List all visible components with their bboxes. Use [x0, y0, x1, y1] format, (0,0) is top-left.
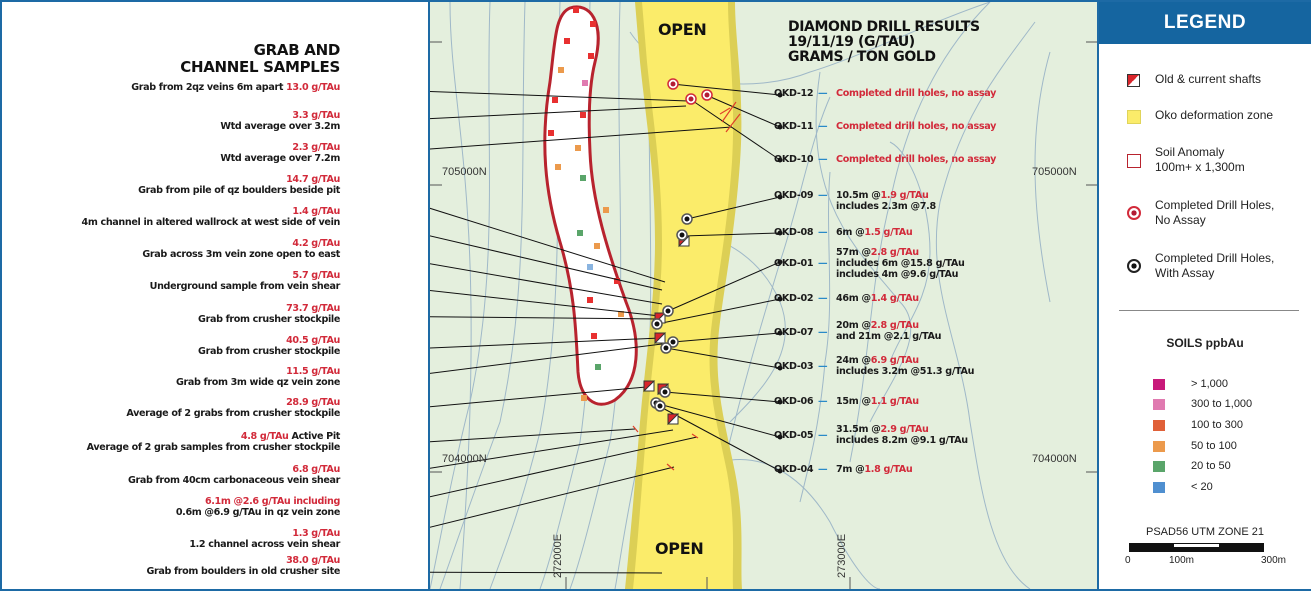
grab-channel-panel: GRAB AND CHANNEL SAMPLES Grab from 2qz v… [2, 2, 428, 589]
scale-label-mid: 100m [1169, 555, 1195, 566]
legend-panel: LEGEND Old & current shafts Oko deformat… [1097, 2, 1311, 589]
drill-result-okd-05[interactable]: OKD-05 —31.5m @2.9 g/TAu includes 8.2m @9.… [774, 424, 968, 446]
sample-label: 14.7 g/TAu Grab from pile of qz boulders … [138, 174, 340, 196]
open-label-top: OPEN [658, 20, 707, 39]
soil-swatch [1153, 461, 1165, 472]
scale-label-end: 300m [1261, 555, 1287, 566]
scale-label-zero: 0 [1125, 555, 1131, 566]
drill-result-okd-06[interactable]: OKD-06—15m @1.1 g/TAu [774, 396, 919, 407]
sample-label: 6.1m @2.6 g/TAu including 0.6m @6.9 g/TAu… [175, 496, 341, 518]
sample-label: 2.3 g/TAu Wtd average over 7.2m [220, 142, 340, 164]
legend-divider [1119, 310, 1299, 311]
soils-title: SOILS ppbAu [1166, 336, 1244, 350]
panel-title: GRAB AND CHANNEL SAMPLES [180, 41, 340, 76]
easting-label: 272000E [552, 533, 564, 578]
soil-swatch [1153, 399, 1165, 410]
sample-label: 73.7 g/TAu Grab from crusher stockpile [198, 303, 340, 325]
drill-result-okd-08[interactable]: OKD-08—6m @1.5 g/TAu [774, 227, 913, 238]
sample-label: 40.5 g/TAu Grab from crusher stockpile [198, 335, 340, 357]
sample-label: 1.4 g/TAu 4m channel in altered wallrock … [81, 206, 341, 228]
map-area[interactable]: DIAMOND DRILL RESULTS 19/11/19 (G/TAU) G… [428, 2, 1098, 589]
sample-label: 6.8 g/TAu Grab from 40cm carbonaceous vei… [128, 464, 340, 486]
drill-result-okd-02[interactable]: OKD-02—46m @1.4 g/TAu [774, 293, 919, 304]
projection-label: PSAD56 UTM ZONE 21 [1146, 526, 1264, 538]
sample-label: 4.8 g/TAu Active Pit Average of 2 grab sa… [86, 431, 341, 453]
soil-swatch [1153, 482, 1165, 493]
sample-label: 5.7 g/TAu Underground sample from vein sh… [149, 270, 341, 292]
drill-result-okd-10[interactable]: OKD-10— Completed drill holes, no assay [774, 154, 997, 165]
sample-label: 38.0 g/TAu Grab from boulders in old crus… [146, 555, 340, 577]
sample-label: 3.3 g/TAu Wtd average over 3.2m [220, 110, 340, 132]
drill-hole-with-assay-icon [1127, 259, 1141, 273]
soil-anomaly-icon [1127, 154, 1141, 168]
northing-label: 704000N [1032, 453, 1077, 465]
scale-bar [1129, 543, 1264, 552]
northing-label: 704000N [442, 453, 487, 465]
map-graphics [430, 2, 1098, 589]
drill-results-title: DIAMOND DRILL RESULTS 19/11/19 (G/TAU) G… [788, 19, 980, 65]
drill-result-okd-03[interactable]: OKD-03 —24m @6.9 g/TAu includes 3.2m @51.3… [774, 355, 975, 377]
northing-label: 705000N [1032, 166, 1077, 178]
sample-label: 4.2 g/TAu Grab across 3m vein zone open t… [142, 238, 340, 260]
drill-result-okd-11[interactable]: OKD-11— Completed drill holes, no assay [774, 121, 997, 132]
drill-result-okd-04[interactable]: OKD-04—7m @1.8 g/TAu [774, 464, 913, 475]
drill-result-okd-07[interactable]: OKD-07 —20m @2.8 g/TAu and 21m @2.1 g/TAu [774, 320, 942, 342]
drill-hole-no-assay-icon [1127, 206, 1141, 220]
soil-swatch [1153, 441, 1165, 452]
easting-label: 273000E [836, 533, 848, 578]
drill-result-okd-09[interactable]: OKD-09—10.5m @1.9 g/TAu includes 2.3m @7.… [774, 190, 936, 212]
drill-result-okd-12[interactable]: OKD-12— Completed drill holes, no assay [774, 88, 997, 99]
sample-label: 11.5 g/TAu Grab from 3m wide qz vein zone [175, 366, 340, 388]
sample-label: 28.9 g/TAu Average of 2 grabs from crushe… [126, 397, 340, 419]
deformation-zone-swatch [1127, 110, 1141, 124]
legend-title: LEGEND [1099, 2, 1311, 44]
sample-label: 1.3 g/TAu 1.2 channel across vein shear [189, 528, 340, 550]
soil-swatch [1153, 379, 1165, 390]
drill-result-okd-01[interactable]: OKD-01 —57m @2.8 g/TAu includes 6m @15.8 g… [774, 247, 965, 280]
shaft-icon [1127, 74, 1140, 87]
soil-swatch [1153, 420, 1165, 431]
sample-label: Grab from 2qz veins 6m apart 13.0 g/TAu [131, 82, 340, 93]
open-label-bottom: OPEN [655, 539, 704, 558]
soil-samples [548, 7, 624, 401]
northing-label: 705000N [442, 166, 487, 178]
